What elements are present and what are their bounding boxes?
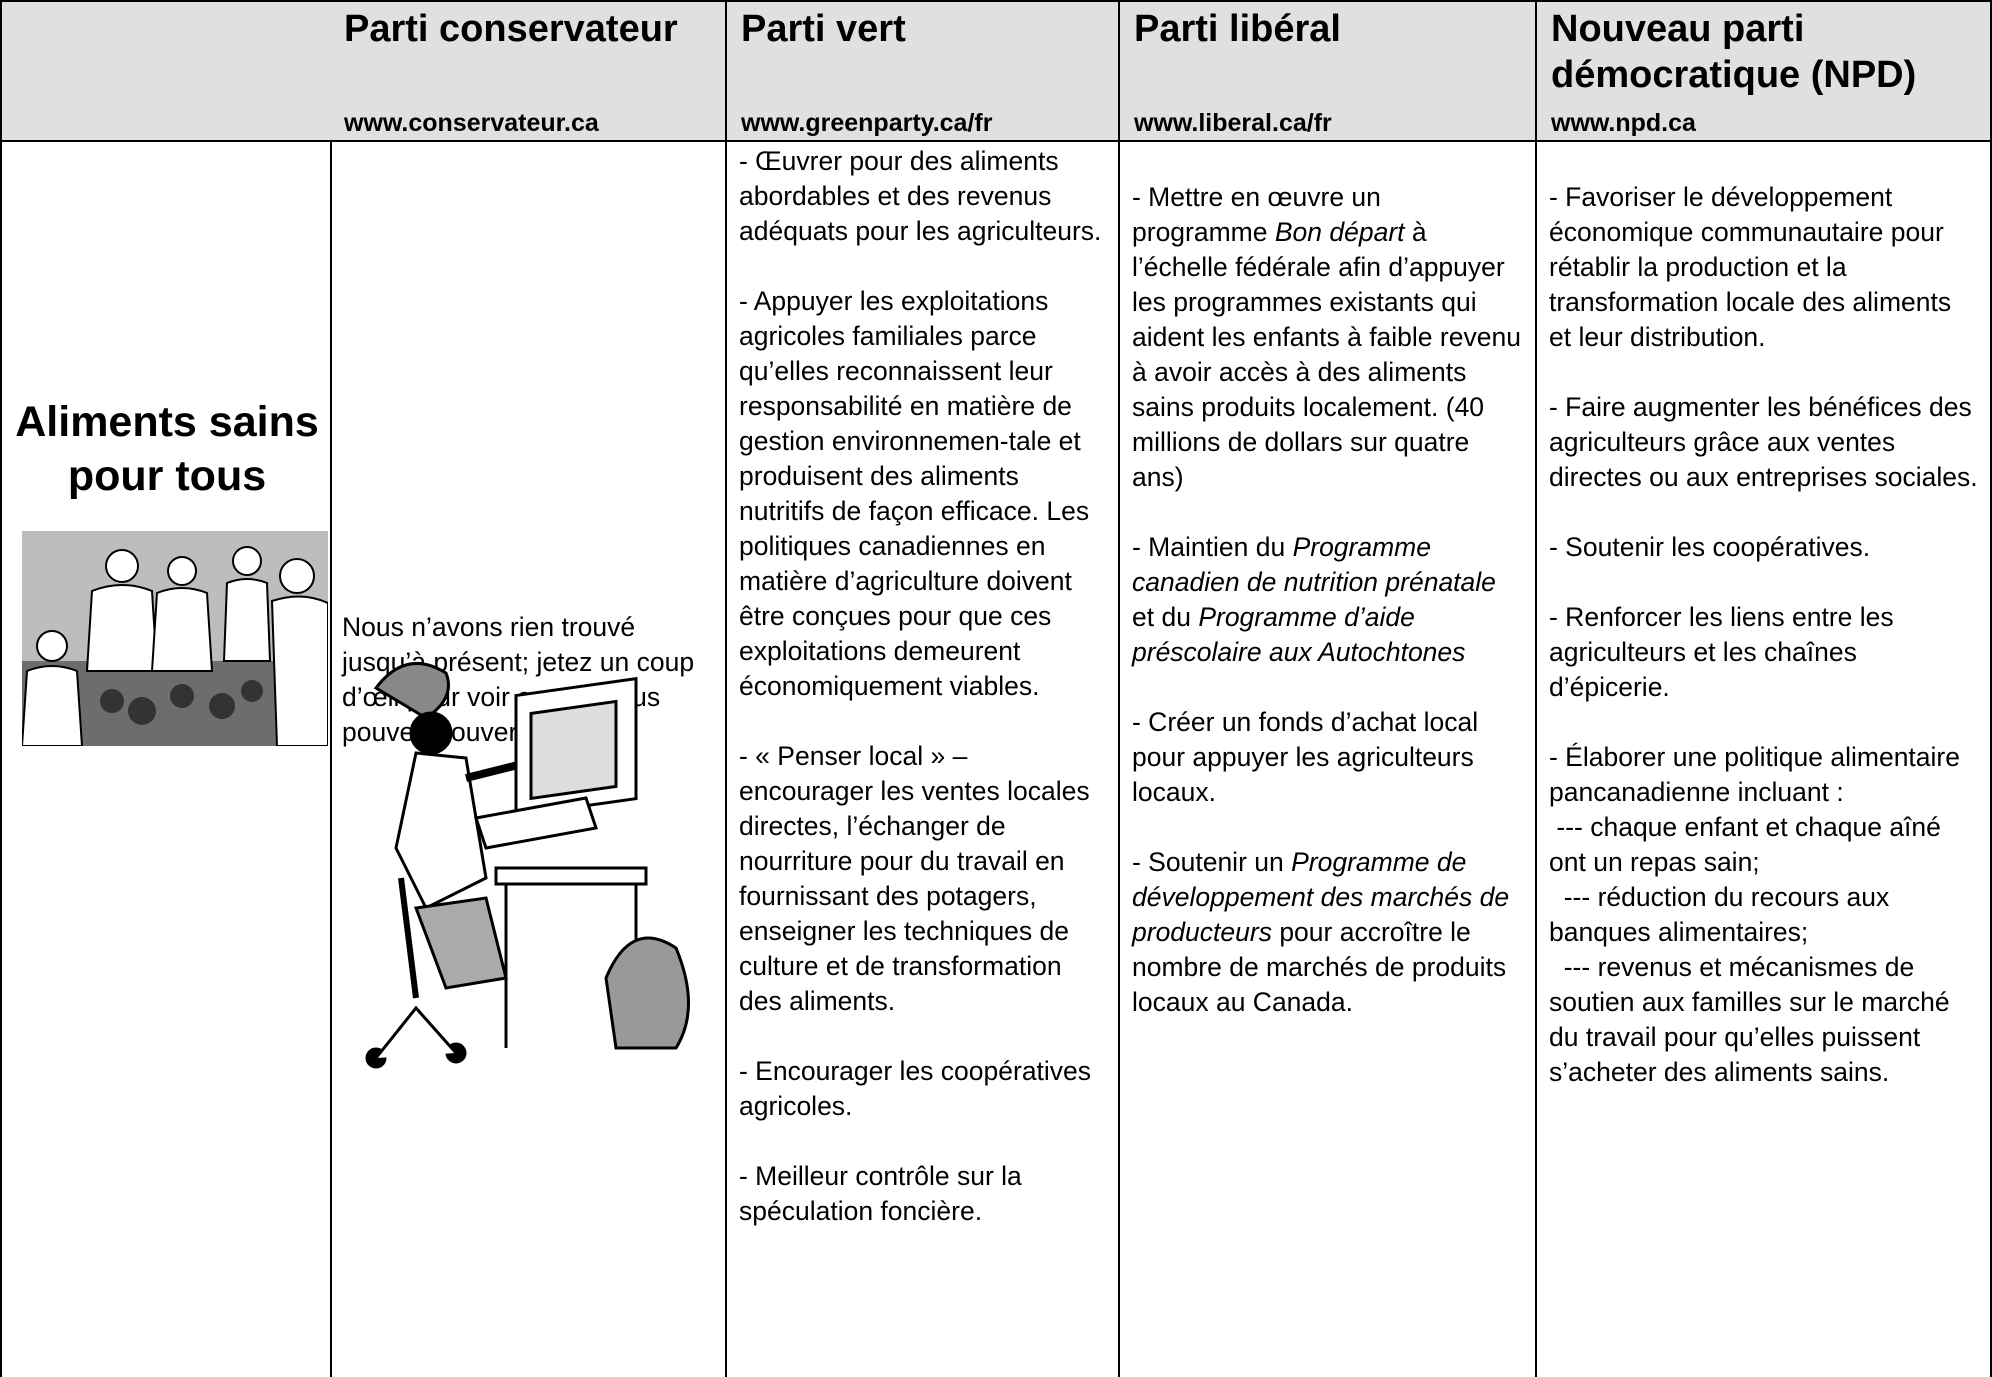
- party-name: Parti vert: [741, 8, 906, 50]
- party-name: Parti libéral: [1134, 8, 1341, 50]
- column-header: Parti libéral www.liberal.ca/fr: [1120, 0, 1537, 142]
- paragraph: - Mettre en œuvre un programme Bon dépar…: [1132, 180, 1523, 495]
- party-name: Nouveau parti démocratique (NPD): [1551, 8, 1917, 96]
- paragraph: - Renforcer les liens entre les agricult…: [1549, 600, 1978, 705]
- text-run: - Élaborer une politique alimentaire pan…: [1549, 742, 1960, 1087]
- corner-header: [0, 0, 332, 142]
- text-run: - Encourager les coopératives agricoles.: [739, 1056, 1099, 1121]
- text-run: - « Penser local » – encourager les vent…: [739, 741, 1097, 1016]
- market-illustration: [22, 531, 328, 746]
- text-run: - Soutenir les coopératives.: [1549, 532, 1871, 562]
- text-run: - Mettre en œuvre un programme: [1132, 182, 1389, 247]
- paragraph: - Maintien du Programme canadien de nutr…: [1132, 530, 1523, 670]
- row-label-cell: Aliments sains pour tous: [0, 140, 332, 1377]
- row-label: Aliments sains pour tous: [15, 398, 331, 500]
- party-cell: - Œuvrer pour des aliments abordables et…: [727, 140, 1120, 1377]
- text-run: - Favoriser le développement économique …: [1549, 182, 1959, 352]
- paragraph: - Appuyer les exploitations agricoles fa…: [739, 284, 1106, 704]
- party-url: www.liberal.ca/fr: [1134, 109, 1332, 137]
- text-run: - Œuvrer pour des aliments abordables et…: [739, 146, 1102, 246]
- paragraph: - Soutenir un Programme de développement…: [1132, 845, 1523, 1020]
- party-name: Parti conservateur: [344, 8, 678, 50]
- paragraph: - Œuvrer pour des aliments abordables et…: [739, 144, 1106, 249]
- party-cell: - Mettre en œuvre un programme Bon dépar…: [1120, 140, 1537, 1377]
- italic-run: Programme d’aide préscolaire aux Autocht…: [1132, 602, 1466, 667]
- text-run: - Maintien du: [1132, 532, 1293, 562]
- text-run: et du: [1132, 567, 1504, 632]
- text-run: - Appuyer les exploitations agricoles fa…: [739, 286, 1097, 701]
- italic-run: Programme de développement des marchés d…: [1132, 847, 1517, 947]
- paragraph: - Faire augmenter les bénéfices des agri…: [1549, 390, 1978, 495]
- italic-run: Programme canadien de nutrition prénatal…: [1132, 532, 1496, 597]
- paragraph: - Encourager les coopératives agricoles.: [739, 1054, 1106, 1124]
- paragraph: - Soutenir les coopératives.: [1549, 530, 1978, 565]
- party-url: www.conservateur.ca: [344, 109, 599, 137]
- text-run: - Renforcer les liens entre les agricult…: [1549, 602, 1902, 702]
- text-run: à l’échelle fédérale afin d’appuyer les …: [1132, 217, 1529, 492]
- paragraph: - Créer un fonds d’achat local pour appu…: [1132, 705, 1523, 810]
- italic-run: Bon départ: [1274, 217, 1405, 247]
- column-header: Parti conservateur www.conservateur.ca: [330, 0, 727, 142]
- column-header: Nouveau parti démocratique (NPD) www.npd.…: [1537, 0, 1992, 142]
- text-run: - Faire augmenter les bénéfices des agri…: [1549, 392, 1980, 492]
- text-run: - Créer un fonds d’achat local pour appu…: [1132, 707, 1486, 807]
- party-url: www.npd.ca: [1551, 109, 1696, 137]
- paragraph: - Meilleur contrôle sur la spéculation f…: [739, 1159, 1106, 1229]
- computer-illustration: [365, 661, 690, 1069]
- text-run: pour accroître le nombre de marchés de p…: [1132, 917, 1514, 1017]
- party-url: www.greenparty.ca/fr: [741, 109, 993, 137]
- paragraph: - « Penser local » – encourager les vent…: [739, 739, 1106, 1019]
- paragraph: - Favoriser le développement économique …: [1549, 180, 1978, 355]
- paragraph: - Élaborer une politique alimentaire pan…: [1549, 740, 1978, 1090]
- text-run: - Soutenir un: [1132, 847, 1292, 877]
- party-cell: - Favoriser le développement économique …: [1537, 140, 1992, 1377]
- column-header: Parti vert www.greenparty.ca/fr: [727, 0, 1120, 142]
- text-run: - Meilleur contrôle sur la spéculation f…: [739, 1161, 1030, 1226]
